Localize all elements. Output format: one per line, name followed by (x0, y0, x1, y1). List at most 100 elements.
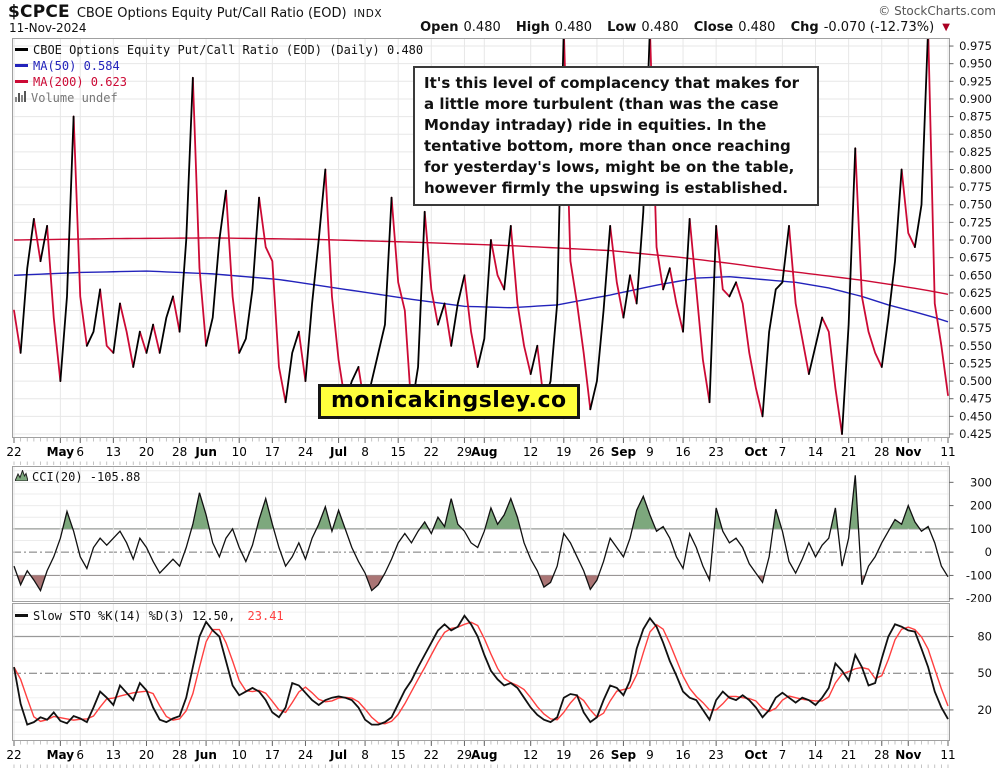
ma50-line-swatch (15, 64, 28, 67)
legend-ma50-row: MA(50) 0.584 (15, 58, 423, 74)
axis-label: May (47, 748, 75, 762)
quote-bar: Open 0.480 High 0.480 Low 0.480 Close 0.480 … (420, 20, 950, 35)
axis-label: 21 (841, 748, 856, 762)
price-line-swatch (15, 48, 28, 51)
axis-label: Nov (895, 748, 921, 762)
axis-label: 15 (391, 445, 406, 459)
axis-label: 7 (779, 748, 787, 762)
axis-label: 22 (424, 748, 439, 762)
axis-label: 20 (977, 703, 992, 717)
axis-label: 12 (523, 748, 538, 762)
axis-label: 80 (977, 630, 992, 644)
axis-label: Aug (471, 748, 497, 762)
sto-k-line (13, 614, 949, 726)
cci-legend: CCI(20) -105.88 (14, 468, 141, 486)
axis-label: 20 (139, 445, 154, 459)
axis-label: 0.950 (959, 57, 992, 71)
axis-label: 0.575 (959, 321, 992, 335)
axis-label: 0.625 (959, 286, 992, 300)
legend-volume-row: Volume undef (15, 90, 423, 107)
axis-label: 0.525 (959, 356, 992, 370)
axis-label: 0.900 (959, 92, 992, 106)
legend-price-row: CBOE Options Equity Put/Call Ratio (EOD)… (15, 42, 423, 58)
axis-label: 21 (841, 445, 856, 459)
axis-label: Jun (194, 445, 217, 459)
axis-label: 10 (232, 445, 247, 459)
axis-label: 0.500 (959, 374, 992, 388)
axis-label: 23 (709, 748, 724, 762)
ma200-line-swatch (15, 80, 28, 83)
axis-label: 0.875 (959, 110, 992, 124)
x-axis-lower: 22 May 6 13 20 28 Jun 10 17 24 Jul 8 15 22 29 Aug 12 19 26… (0, 741, 1004, 768)
legend-ma200-row: MA(200) 0.623 (15, 74, 423, 90)
axis-label: 17 (265, 445, 280, 459)
symbol: $CPCE (8, 2, 70, 22)
copyright: © StockCharts.com (878, 4, 996, 18)
x-axis-row: 22 May 6 13 20 28 Jun 10 17 24 Jul 8 15 22 29 Aug 12 19 26… (6, 741, 956, 768)
axis-label: 13 (106, 748, 121, 762)
axis-label: 0 (985, 545, 992, 559)
axis-label: 28 (874, 445, 889, 459)
axis-label: 0.675 (959, 251, 992, 265)
x-axis-upper: 22 May 6 13 20 28 Jun 10 17 24 Jul 8 15 22 29 Aug 12 19 26… (0, 438, 1004, 469)
cci-line (13, 475, 949, 593)
axis-label: 9 (646, 445, 654, 459)
cci-overbought-fill (14, 475, 948, 529)
axis-label: 9 (646, 748, 654, 762)
axis-label: May (47, 445, 75, 459)
legend-ma50-label: MA(50) 0.584 (33, 59, 120, 73)
axis-label: 28 (172, 445, 187, 459)
axis-label: 0.975 (959, 39, 992, 53)
axis-label: 26 (589, 748, 604, 762)
axis-label: Jun (194, 748, 217, 762)
axis-label: 14 (808, 748, 823, 762)
cci-area-icon (14, 468, 29, 485)
x-axis-row: 22 May 6 13 20 28 Jun 10 17 24 Jul 8 15 22 29 Aug 12 19 26… (6, 438, 956, 465)
axis-label: 0.925 (959, 74, 992, 88)
chart-date: 11-Nov-2024 (9, 21, 87, 35)
axis-label: Sep (611, 748, 637, 762)
axis-label: Oct (744, 748, 767, 762)
legend-volume-label: Volume undef (31, 91, 118, 105)
axis-label: 28 (172, 748, 187, 762)
axis-label: 0.425 (959, 427, 992, 438)
axis-label: Oct (744, 445, 767, 459)
main-series-group (13, 39, 949, 435)
axis-label: 24 (298, 748, 313, 762)
cci-legend-label: CCI(20) -105.88 (32, 470, 141, 484)
axis-label: 20 (139, 748, 154, 762)
open-label: Open (420, 20, 459, 35)
axis-label: Jul (329, 748, 347, 762)
sto-d-line (13, 621, 949, 725)
sto-legend-label: Slow STO %K(14) %D(3) 12.50, (33, 609, 236, 623)
sto-legend-d-value: 23.41 (247, 609, 284, 623)
axis-label: 0.825 (959, 145, 992, 159)
chg-value: -0.070 (-12.73%) (823, 20, 935, 35)
cci-panel: 300 200 100 0 -100 -200 (0, 466, 1004, 606)
axis-label: 29 (457, 445, 472, 459)
axis-label: 10 (232, 748, 247, 762)
volume-bars-icon (15, 90, 27, 106)
axis-label: -200 (966, 592, 992, 602)
axis-label: 15 (391, 748, 406, 762)
axis-label: 0.600 (959, 304, 992, 318)
header-title-row: $CPCE CBOE Options Equity Put/Call Ratio… (8, 2, 382, 22)
axis-label: 12 (523, 445, 538, 459)
axis-label: 16 (675, 748, 690, 762)
page-title: CBOE Options Equity Put/Call Ratio (EOD) (76, 6, 347, 21)
axis-label: 200 (970, 499, 992, 513)
axis-label: 22 (6, 445, 21, 459)
axis-label: 300 (970, 475, 992, 489)
sto-k-swatch (15, 614, 28, 617)
axis-label: 16 (675, 445, 690, 459)
axis-label: Sep (611, 445, 637, 459)
axis-label: 11 (940, 748, 955, 762)
axis-label: 7 (779, 445, 787, 459)
sto-canvas: 80 50 20 (12, 603, 992, 741)
axis-label: 0.475 (959, 392, 992, 406)
axis-label: 11 (940, 445, 955, 459)
annotation-note: It's this level of complacency that make… (413, 66, 819, 206)
axis-label: 6 (76, 445, 84, 459)
low-value: 0.480 (641, 20, 679, 35)
